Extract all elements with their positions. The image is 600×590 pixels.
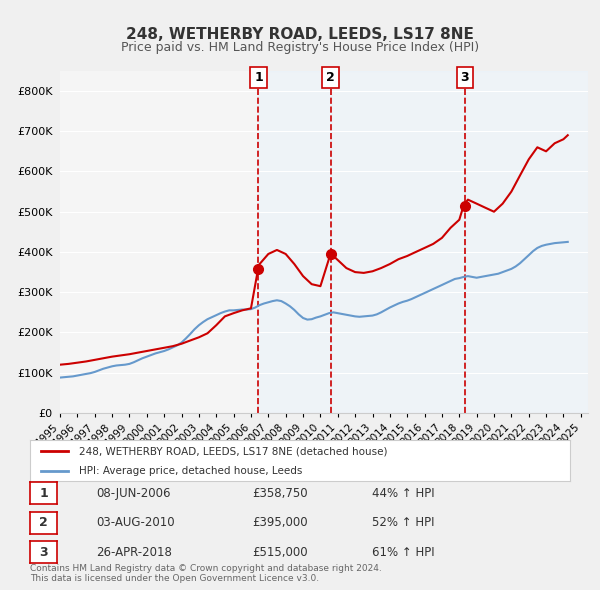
Text: 248, WETHERBY ROAD, LEEDS, LS17 8NE (detached house): 248, WETHERBY ROAD, LEEDS, LS17 8NE (det… [79, 446, 387, 456]
Text: Price paid vs. HM Land Registry's House Price Index (HPI): Price paid vs. HM Land Registry's House … [121, 41, 479, 54]
Text: £395,000: £395,000 [252, 516, 308, 529]
Bar [259, 71, 331, 413]
Text: HPI: Average price, detached house, Leeds: HPI: Average price, detached house, Leed… [79, 466, 302, 476]
Text: Contains HM Land Registry data © Crown copyright and database right 2024.
This d: Contains HM Land Registry data © Crown c… [30, 563, 382, 583]
Text: 3: 3 [460, 71, 469, 84]
Text: 44% ↑ HPI: 44% ↑ HPI [372, 487, 434, 500]
Text: 2: 2 [326, 71, 335, 84]
Bar [465, 71, 588, 413]
Bar [331, 71, 465, 413]
Text: 52% ↑ HPI: 52% ↑ HPI [372, 516, 434, 529]
Text: 03-AUG-2010: 03-AUG-2010 [96, 516, 175, 529]
Text: 2: 2 [39, 516, 48, 529]
Text: £515,000: £515,000 [252, 546, 308, 559]
Text: 61% ↑ HPI: 61% ↑ HPI [372, 546, 434, 559]
Text: 1: 1 [39, 487, 48, 500]
Text: £358,750: £358,750 [252, 487, 308, 500]
Text: 08-JUN-2006: 08-JUN-2006 [96, 487, 170, 500]
Text: 26-APR-2018: 26-APR-2018 [96, 546, 172, 559]
Text: 248, WETHERBY ROAD, LEEDS, LS17 8NE: 248, WETHERBY ROAD, LEEDS, LS17 8NE [126, 27, 474, 41]
Text: 1: 1 [254, 71, 263, 84]
Text: 3: 3 [39, 546, 48, 559]
